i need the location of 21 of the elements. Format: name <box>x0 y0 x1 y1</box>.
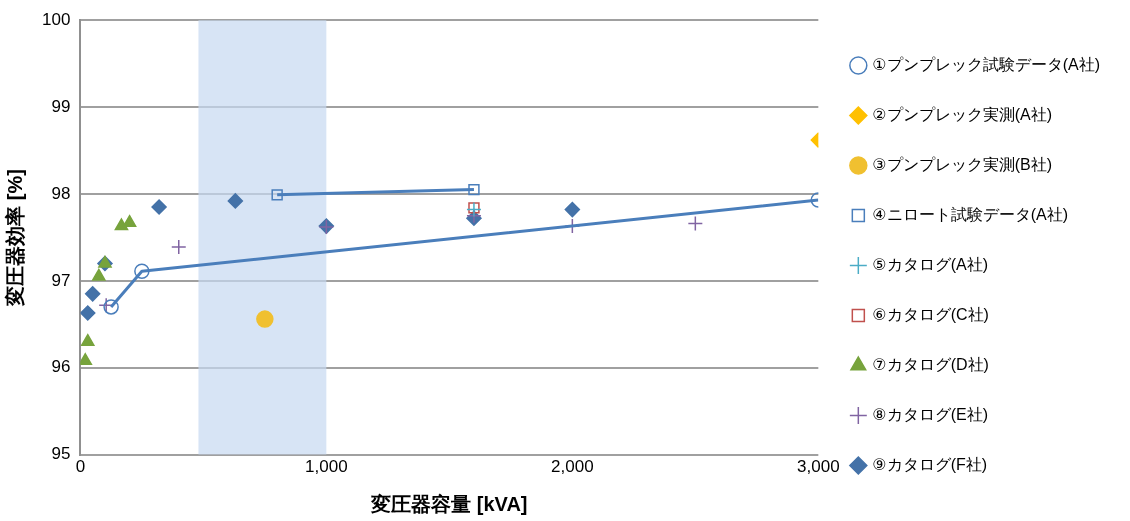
y-tick-label: 100 <box>41 9 71 29</box>
legend-label: ⑨カタログ(F社) <box>872 455 988 473</box>
legend-label: ⑧カタログ(E社) <box>872 405 988 423</box>
x-axis-title: 変圧器容量 [kVA] <box>370 492 528 515</box>
legend-label: ⑦カタログ(D社) <box>872 355 989 373</box>
y-tick-label: 96 <box>51 357 71 377</box>
x-tick-label: 0 <box>75 457 86 477</box>
x-tick-label: 1,000 <box>305 457 348 477</box>
x-tick-label: 2,000 <box>551 457 594 477</box>
legend-label: ②プンプレック実測(A社) <box>872 105 1052 123</box>
legend-label: ④ニロート試験データ(A社) <box>872 205 1068 223</box>
legend-label: ①プンプレック試験データ(A社) <box>872 55 1100 73</box>
x-tick-label: 3,000 <box>797 457 840 477</box>
y-axis-title: 変圧器効率 [%] <box>3 169 26 307</box>
y-tick-label: 99 <box>51 96 71 116</box>
y-tick-label: 98 <box>51 183 71 203</box>
legend-label: ⑥カタログ(C社) <box>872 305 989 323</box>
legend-label: ⑤カタログ(A社) <box>872 255 988 273</box>
y-tick-label: 95 <box>51 444 71 464</box>
legend-label: ③プンプレック実測(B社) <box>872 155 1052 173</box>
y-tick-label: 97 <box>51 270 71 290</box>
